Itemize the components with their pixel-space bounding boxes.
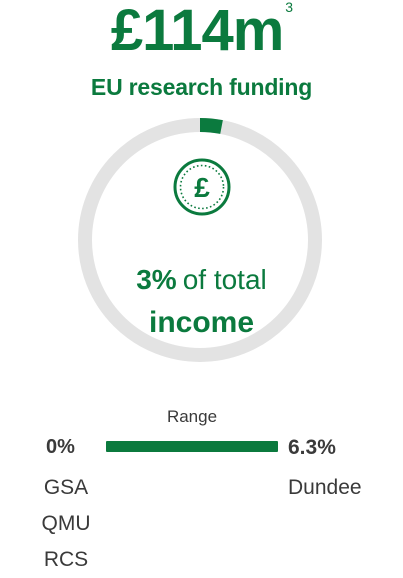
headline-subtitle: EU research funding xyxy=(90,74,313,100)
range-max-value: 6.3% xyxy=(288,436,336,459)
pound-coin-icon: £ xyxy=(173,158,231,216)
share-line-2: income xyxy=(148,306,255,339)
svg-text:£: £ xyxy=(194,172,210,203)
footnote-marker: 3 xyxy=(285,0,293,15)
range-max-institution: Dundee xyxy=(288,476,362,499)
share-value: 3% xyxy=(136,264,177,295)
share-suffix: of total xyxy=(182,264,267,295)
range-min-institutions: GSA QMU RCS xyxy=(26,470,106,578)
institution-label: GSA xyxy=(43,476,89,499)
donut-share-arc xyxy=(199,118,223,134)
share-donut xyxy=(78,118,322,362)
share-line: 3% of total xyxy=(0,266,403,294)
range-min-value: 0% xyxy=(46,436,75,458)
institution-label: QMU xyxy=(41,512,91,535)
headline-amount: £114m 3 xyxy=(0,0,403,63)
range-title: Range xyxy=(166,407,218,426)
headline-amount-value: £114m xyxy=(110,0,284,63)
range-bar xyxy=(106,441,278,452)
institution-label: RCS xyxy=(43,548,89,571)
